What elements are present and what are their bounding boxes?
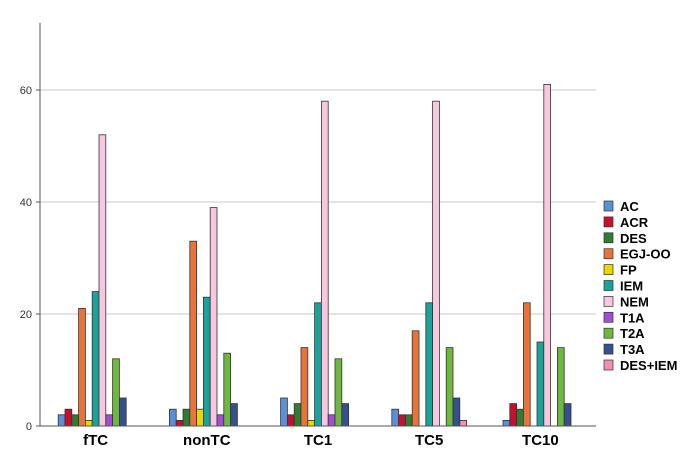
bar-fTC-ACR <box>64 408 73 427</box>
x-tick-label-nonTC: nonTC <box>183 432 231 449</box>
legend-swatch-ACR <box>603 216 614 228</box>
bar-fTC-T1A <box>105 414 114 427</box>
bar-nonTC-DES <box>182 408 191 427</box>
bar-nonTC-T3A <box>230 403 238 427</box>
bar-fTC-NEM <box>98 134 107 427</box>
legend-label-T1A: T1A <box>620 310 645 325</box>
legend-label-T2A: T2A <box>620 326 645 341</box>
bar-TC1-T2A <box>334 358 343 427</box>
bar-TC10-NEM <box>543 84 551 427</box>
legend-label-T3A: T3A <box>620 342 645 357</box>
bar-nonTC-ACR <box>175 419 184 427</box>
bar-TC5-T3A <box>452 397 461 427</box>
bar-TC1-AC <box>280 397 288 427</box>
bar-TC5-ACR <box>398 414 406 427</box>
x-tick-label-TC1: TC1 <box>304 432 332 449</box>
bar-TC10-T2A <box>557 347 565 427</box>
bar-nonTC-FP <box>196 408 204 427</box>
bar-TC5-DES <box>404 414 413 427</box>
bar-TC10-AC <box>502 419 511 427</box>
legend-swatch-FP <box>603 264 614 275</box>
x-axis-labels: fTC nonTC TC1 TC5 TC10 <box>83 432 559 449</box>
bar-fTC-AC <box>57 414 66 427</box>
bar-TC10-ACR <box>509 403 517 427</box>
bars <box>57 84 572 427</box>
bar-nonTC-NEM <box>209 207 218 427</box>
y-axis-ticks: 0 20 40 60 <box>20 85 40 433</box>
bar-TC10-EGJ-OO <box>523 302 531 427</box>
legend-label-EGJ-OO: EGJ-OO <box>620 247 671 262</box>
bar-TC10-DES <box>516 408 524 427</box>
legend-label-IEM: IEM <box>620 279 643 294</box>
legend-swatch-DES+IEM <box>603 359 614 371</box>
bar-TC10-IEM <box>536 341 545 427</box>
bar-nonTC-T2A <box>223 352 232 427</box>
x-tick-label-fTC: fTC <box>83 432 108 449</box>
bar-TC5-NEM <box>432 100 440 427</box>
gridlines <box>40 89 596 315</box>
bar-TC5-DES+IEM <box>459 419 467 427</box>
bar-TC1-T3A <box>341 403 349 427</box>
bar-TC1-DES <box>293 403 302 427</box>
bar-TC1-IEM <box>314 302 322 427</box>
bar-fTC-IEM <box>91 291 100 427</box>
legend-swatch-AC <box>603 200 614 212</box>
bar-nonTC-T1A <box>216 414 225 427</box>
bar-TC5-IEM <box>425 302 433 427</box>
legend-label-FP: FP <box>620 263 637 278</box>
bar-TC1-FP <box>307 419 315 427</box>
y-tick-label-20: 20 <box>20 309 32 321</box>
legend-swatch-NEM <box>603 296 614 307</box>
bar-fTC-T3A <box>119 397 127 427</box>
bar-fTC-EGJ-OO <box>78 307 86 427</box>
x-tick-label-TC10: TC10 <box>522 432 559 449</box>
legend-swatch-DES <box>603 232 614 244</box>
bar-fTC-DES <box>71 414 80 427</box>
legend-swatch-IEM <box>603 280 614 291</box>
bar-fTC-FP <box>85 419 93 427</box>
legend-label-AC: AC <box>620 199 639 214</box>
y-tick-label-40: 40 <box>20 197 32 209</box>
legend-swatch-EGJ-OO <box>603 248 614 260</box>
legend-label-NEM: NEM <box>620 294 649 309</box>
bar-TC5-T2A <box>445 347 454 427</box>
y-tick-label-0: 0 <box>26 421 32 433</box>
legend-swatch-T3A <box>603 343 614 355</box>
bar-fTC-T2A <box>112 358 120 427</box>
bar-TC1-ACR <box>286 414 295 427</box>
bar-nonTC-IEM <box>202 296 211 427</box>
legend-label-ACR: ACR <box>620 215 649 230</box>
bar-nonTC-AC <box>168 408 177 427</box>
bar-TC10-T3A <box>563 403 572 427</box>
legend-swatch-T2A <box>603 327 614 339</box>
x-tick-label-TC5: TC5 <box>415 432 443 449</box>
bar-TC1-EGJ-OO <box>300 347 309 427</box>
bar-TC5-EGJ-OO <box>411 330 420 427</box>
bar-TC1-T1A <box>327 414 336 427</box>
bar-nonTC-EGJ-OO <box>189 240 198 427</box>
legend-swatch-T1A <box>603 311 614 323</box>
bar-TC1-NEM <box>320 100 329 427</box>
legend-label-DES: DES <box>620 231 647 246</box>
y-tick-label-60: 60 <box>20 85 32 97</box>
bar-TC5-AC <box>391 408 399 427</box>
legend-label-DES+IEM: DES+IEM <box>620 358 677 373</box>
